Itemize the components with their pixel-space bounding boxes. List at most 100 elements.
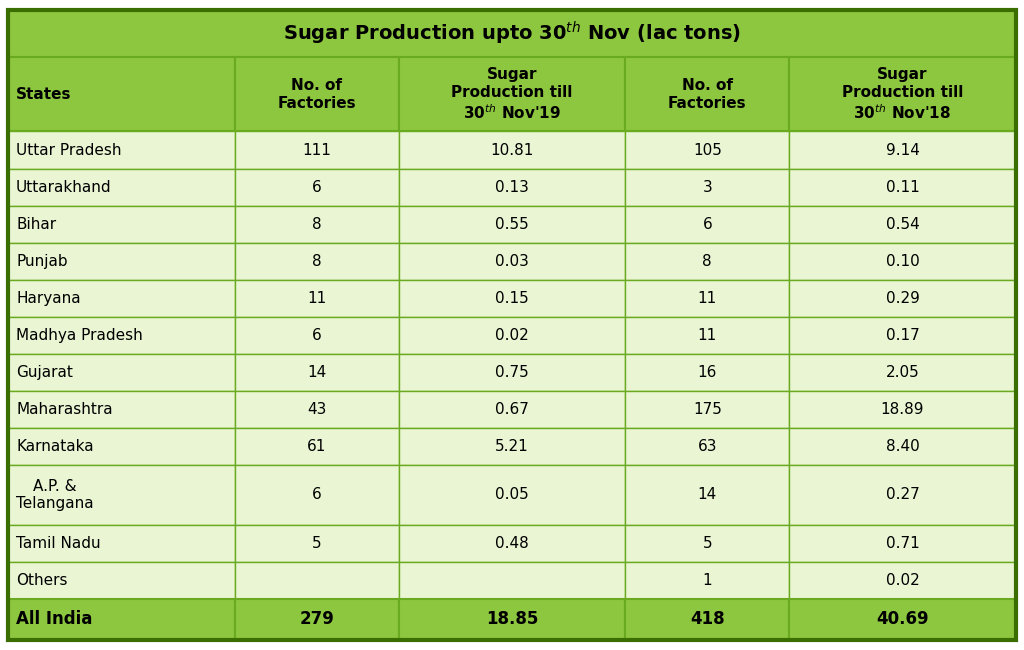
Text: 18.89: 18.89 xyxy=(881,402,925,417)
Text: 0.10: 0.10 xyxy=(886,254,920,268)
Bar xyxy=(626,465,790,525)
Bar xyxy=(626,562,790,599)
Bar xyxy=(398,317,626,354)
Text: 279: 279 xyxy=(299,610,334,629)
Bar xyxy=(626,525,790,562)
Bar xyxy=(234,562,398,599)
Text: Haryana: Haryana xyxy=(16,291,81,306)
Text: A.P. &
Telangana: A.P. & Telangana xyxy=(16,478,93,511)
Text: 0.71: 0.71 xyxy=(886,536,920,551)
Text: 5: 5 xyxy=(312,536,322,551)
Bar xyxy=(234,131,398,168)
Bar xyxy=(398,280,626,317)
Text: 2.05: 2.05 xyxy=(886,365,920,380)
Text: 0.75: 0.75 xyxy=(496,365,528,380)
Text: 9.14: 9.14 xyxy=(886,142,920,157)
Bar xyxy=(398,57,626,131)
Text: Maharashtra: Maharashtra xyxy=(16,402,113,417)
Text: No. of
Factories: No. of Factories xyxy=(278,78,356,111)
Bar xyxy=(626,242,790,280)
Bar xyxy=(234,242,398,280)
Bar xyxy=(790,131,1016,168)
Bar xyxy=(398,354,626,391)
Bar xyxy=(626,391,790,428)
Bar xyxy=(234,428,398,465)
Bar xyxy=(234,317,398,354)
Text: Gujarat: Gujarat xyxy=(16,365,73,380)
Text: Karnataka: Karnataka xyxy=(16,439,93,454)
Text: 0.54: 0.54 xyxy=(886,216,920,231)
Bar xyxy=(790,57,1016,131)
Bar xyxy=(234,168,398,205)
Bar xyxy=(398,599,626,640)
Bar xyxy=(626,168,790,205)
Text: 0.05: 0.05 xyxy=(496,488,528,502)
Bar xyxy=(790,562,1016,599)
Bar xyxy=(790,242,1016,280)
Bar xyxy=(8,131,234,168)
Bar xyxy=(234,599,398,640)
Text: 5: 5 xyxy=(702,536,712,551)
Text: 1: 1 xyxy=(702,573,712,588)
Bar xyxy=(8,391,234,428)
Bar xyxy=(398,242,626,280)
Text: 14: 14 xyxy=(697,488,717,502)
Bar xyxy=(626,317,790,354)
Text: 8: 8 xyxy=(312,216,322,231)
Bar xyxy=(8,465,234,525)
Bar xyxy=(626,428,790,465)
Text: 175: 175 xyxy=(693,402,722,417)
Bar xyxy=(790,599,1016,640)
Bar xyxy=(8,205,234,242)
Bar xyxy=(234,465,398,525)
Text: No. of
Factories: No. of Factories xyxy=(668,78,746,111)
Text: Punjab: Punjab xyxy=(16,254,68,268)
Text: 6: 6 xyxy=(702,216,712,231)
Text: 6: 6 xyxy=(312,488,322,502)
Text: 0.02: 0.02 xyxy=(886,573,920,588)
Bar xyxy=(398,525,626,562)
Bar xyxy=(8,242,234,280)
Bar xyxy=(234,391,398,428)
Bar xyxy=(790,168,1016,205)
Text: 10.81: 10.81 xyxy=(490,142,534,157)
Text: 0.11: 0.11 xyxy=(886,179,920,194)
Bar xyxy=(790,205,1016,242)
Text: 8: 8 xyxy=(312,254,322,268)
Bar xyxy=(790,354,1016,391)
Text: 0.55: 0.55 xyxy=(496,216,528,231)
Bar xyxy=(234,354,398,391)
Text: 8.40: 8.40 xyxy=(886,439,920,454)
Text: Sugar
Production till
30$^{th}$ Nov'18: Sugar Production till 30$^{th}$ Nov'18 xyxy=(842,68,964,122)
Bar xyxy=(234,205,398,242)
Bar xyxy=(234,57,398,131)
Bar xyxy=(8,599,234,640)
Text: All India: All India xyxy=(16,610,92,629)
Bar xyxy=(234,280,398,317)
Bar xyxy=(398,131,626,168)
Bar xyxy=(398,205,626,242)
Text: Tamil Nadu: Tamil Nadu xyxy=(16,536,100,551)
Bar xyxy=(626,354,790,391)
Text: Uttar Pradesh: Uttar Pradesh xyxy=(16,142,122,157)
Bar xyxy=(790,280,1016,317)
Text: 111: 111 xyxy=(302,142,331,157)
Text: 11: 11 xyxy=(697,328,717,343)
Bar xyxy=(626,205,790,242)
Text: 11: 11 xyxy=(307,291,327,306)
Bar xyxy=(398,428,626,465)
Bar xyxy=(790,428,1016,465)
Bar xyxy=(8,525,234,562)
Bar xyxy=(8,428,234,465)
Text: 0.48: 0.48 xyxy=(496,536,528,551)
Text: Others: Others xyxy=(16,573,68,588)
Bar xyxy=(8,562,234,599)
Bar xyxy=(398,562,626,599)
Text: 18.85: 18.85 xyxy=(485,610,539,629)
Bar xyxy=(790,465,1016,525)
Bar xyxy=(8,168,234,205)
Text: 0.02: 0.02 xyxy=(496,328,528,343)
Bar xyxy=(8,317,234,354)
Text: 0.17: 0.17 xyxy=(886,328,920,343)
Text: 6: 6 xyxy=(312,179,322,194)
